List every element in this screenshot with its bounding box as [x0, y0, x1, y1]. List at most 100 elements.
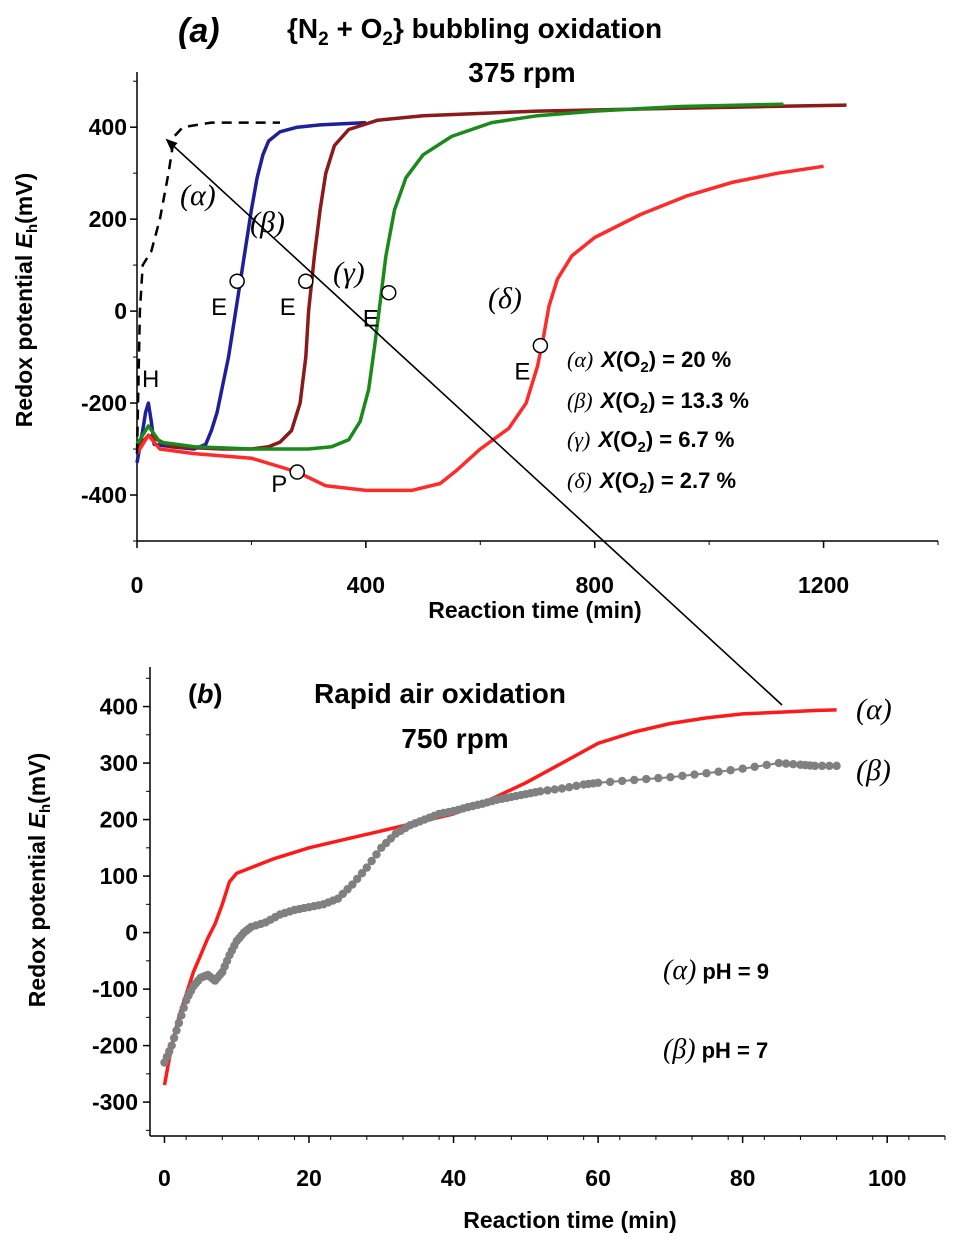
panel-b-chart: 0 20 40 60 80 100 -300 -200 -100 0 100 200 300 400 (b… — [24, 667, 946, 1233]
panel-a-series-line-4 — [135, 121, 280, 454]
panel-b-x-tick-label: 0 — [158, 1165, 171, 1191]
panel-b-x-tick-label: 100 — [868, 1165, 906, 1191]
panel-a-y-tick-label: -200 — [81, 390, 127, 416]
panel-a-y-tick-label: -400 — [81, 482, 127, 508]
panel-a-chart: (a) {N2 + O2} bubbling oxidation 375 rpm… — [11, 12, 939, 623]
panel-b-x-tick-label: 80 — [730, 1165, 756, 1191]
legend-a-3: (δ) X(O2) = 2.7 % — [567, 468, 736, 497]
panel-b-y-tick-label: 300 — [100, 750, 138, 776]
panel-b-series-dot-1 — [726, 766, 735, 775]
marker-circle-e — [229, 273, 245, 289]
panel-b-axes: 0 20 40 60 80 100 -300 -200 -100 0 100 200 300 400 — [92, 667, 946, 1191]
panel-a-axes: 0 400 800 1200 -400 -200 0 200 400 — [81, 72, 939, 598]
panel-b-series-line-1 — [163, 762, 837, 1063]
panel-b-x-tick-label: 20 — [296, 1165, 322, 1191]
panel-a-series-line-0 — [135, 120, 366, 464]
panel-a-label: (a) — [178, 12, 220, 50]
panel-b-series-dot-1 — [348, 880, 357, 889]
panel-b-series-dot-1 — [762, 760, 771, 770]
arrows — [165, 138, 783, 706]
panel-b-series-dot-1 — [702, 769, 711, 778]
panel-b-series-dot-1 — [174, 1018, 184, 1028]
marker-label-e: E — [211, 294, 227, 321]
panel-a-y-tick-label: 200 — [89, 206, 127, 232]
panel-a-markers: E E E E P — [211, 273, 549, 498]
series-end-label-alpha: (α) — [856, 693, 892, 726]
panel-b-series-dot-1 — [810, 761, 820, 771]
panel-b-series-dot-1 — [357, 869, 367, 878]
panel-b-label: (b) — [188, 679, 223, 709]
panel-b-y-tick-label: -300 — [92, 1089, 138, 1115]
marker-circle-e — [532, 337, 549, 354]
panel-a-x-tick-label: 400 — [347, 572, 385, 598]
marker-circle-p — [289, 464, 305, 480]
panel-b-y-tick-label: -200 — [92, 1033, 138, 1059]
panel-b-series-dot-1 — [654, 773, 663, 783]
panel-b-series-dot-1 — [832, 761, 841, 771]
panel-b-x-tick-label: 40 — [441, 1165, 467, 1191]
panel-b-series-dot-1 — [617, 776, 627, 786]
panel-a-y-tick-label: 400 — [89, 114, 127, 140]
panel-b-series-dot-1 — [167, 1041, 176, 1050]
panel-b-series-dot-1 — [817, 761, 827, 771]
panel-a-subtitle: 375 rpm — [468, 57, 575, 88]
panel-b-series-dot-1 — [352, 874, 362, 884]
panel-b-series-dot-1 — [642, 774, 651, 784]
panel-b-series-dot-1 — [825, 761, 834, 771]
marker-label-e: E — [514, 359, 530, 386]
panel-a-y-axis-label: Redox potential Eh(mV) — [11, 173, 41, 428]
panel-b-series-dot-1 — [738, 764, 747, 773]
panel-b-y-tick-label: 400 — [100, 694, 138, 720]
legend-b-0: (α) pH = 9 — [663, 955, 769, 986]
panel-b-y-tick-label: -100 — [92, 976, 138, 1002]
panel-b-series-dot-1 — [543, 786, 552, 795]
panel-b-series-dot-1 — [789, 759, 798, 769]
legend-b-1: (β) pH = 7 — [663, 1034, 768, 1065]
series-end-label-beta: (β) — [856, 754, 891, 787]
panel-b-series — [160, 708, 841, 1086]
panel-b-x-axis-label: Reaction time (min) — [463, 1207, 676, 1233]
panel-a-series-line-2 — [135, 102, 784, 451]
panel-b-series-dot-1 — [557, 784, 567, 793]
marker-label-e: E — [280, 294, 296, 321]
panel-b-series-dot-1 — [367, 856, 376, 866]
panel-b-series-dot-1 — [172, 1026, 181, 1035]
panel-a-x-tick-label: 800 — [576, 572, 614, 598]
panel-a-x-tick-label: 1200 — [798, 572, 849, 598]
panel-b-series-dot-1 — [774, 758, 783, 768]
panel-b-y-tick-label: 0 — [125, 920, 138, 946]
panel-a-legend: (α) X(O2) = 20 % (β) X(O2) = 13.3 % (γ) X(O… — [567, 347, 749, 497]
marker-label-e: E — [363, 306, 379, 333]
panel-b-series-dot-1 — [564, 782, 574, 792]
connector-arrow — [165, 138, 783, 706]
marker-circle-e — [380, 284, 397, 301]
panel-b-series-dot-1 — [666, 772, 675, 782]
marker-circle-e — [298, 273, 314, 289]
panel-b-series-dot-1 — [179, 1003, 188, 1013]
marker-label-p: P — [271, 471, 287, 498]
legend-a-1: (β) X(O2) = 13.3 % — [567, 388, 749, 417]
panel-b-series-dot-1 — [750, 762, 759, 772]
panel-a-x-tick-label: 0 — [131, 572, 144, 598]
panel-b-series-dot-1 — [550, 785, 559, 794]
panel-b-series-dot-1 — [605, 777, 615, 787]
curve-label-delta: (δ) — [488, 282, 522, 315]
panel-b-series-dot-1 — [714, 767, 723, 776]
panel-a-series-line-3 — [135, 164, 824, 493]
curve-label-beta: (β) — [250, 206, 285, 239]
panel-b-series-dot-1 — [572, 781, 581, 791]
panel-b-y-tick-label: 200 — [100, 807, 138, 833]
panel-a-title: {N2 + O2} bubbling oxidation — [287, 13, 662, 50]
curve-label-gamma: (γ) — [333, 256, 365, 289]
panel-b-subtitle: 750 rpm — [401, 723, 508, 754]
panel-b-series-line-0 — [162, 708, 837, 1086]
legend-a-2: (γ) X(O2) = 6.7 % — [567, 427, 734, 456]
panel-b-series-dot-1 — [593, 778, 603, 788]
panel-b-series-dot-1 — [630, 775, 639, 785]
panel-b-y-tick-label: 100 — [100, 863, 138, 889]
panel-b-series-dot-1 — [690, 770, 699, 779]
panel-b-series-dot-1 — [781, 759, 791, 768]
panel-a-x-axis-label: Reaction time (min) — [428, 597, 641, 623]
panel-b-series-dot-1 — [177, 1011, 186, 1020]
legend-a-0: (α) X(O2) = 20 % — [567, 347, 731, 376]
